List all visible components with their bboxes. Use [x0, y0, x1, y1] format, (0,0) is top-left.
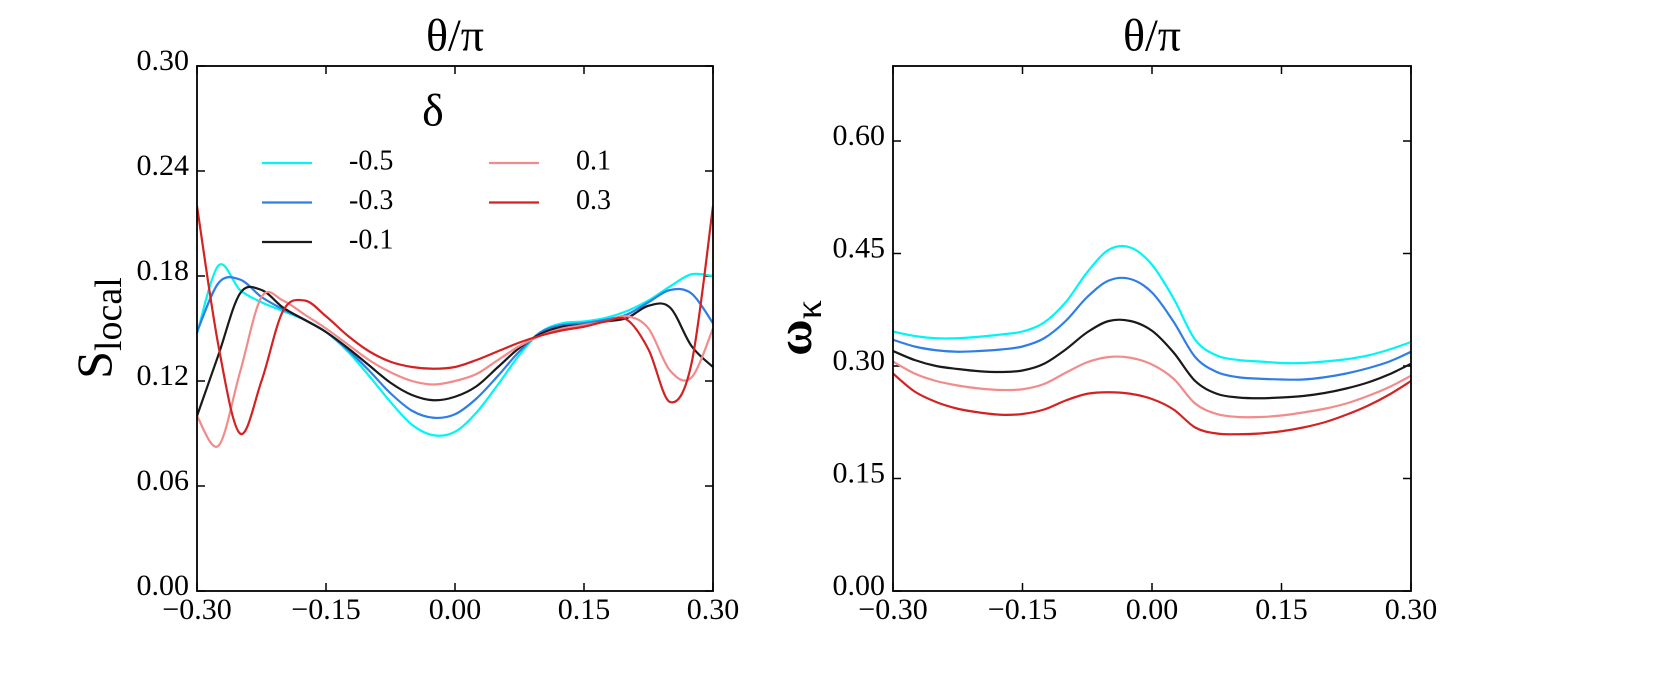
- series-line: [893, 276, 1411, 381]
- y-tick-label: 0.45: [833, 231, 886, 264]
- x-tick-label: 0.30: [1385, 593, 1438, 626]
- legend-label: -0.5: [349, 145, 393, 176]
- series-line: [893, 355, 1411, 419]
- y-tick-label: 0.00: [137, 569, 190, 602]
- y-tick-label: 0.00: [833, 569, 886, 602]
- series-line: [893, 372, 1411, 436]
- legend-label: -0.1: [349, 224, 393, 255]
- series-line: [197, 285, 713, 417]
- y-tick-label: 0.24: [137, 149, 190, 182]
- y-label-main: S: [66, 351, 122, 379]
- series-line: [197, 263, 713, 437]
- x-tick-label: 0.30: [687, 593, 740, 626]
- series-line: [197, 290, 713, 448]
- x-tick-label: 0.15: [1255, 593, 1308, 626]
- series-line: [893, 244, 1411, 365]
- x-tick-label: −0.30: [858, 593, 927, 626]
- legend-label: -0.3: [349, 185, 393, 216]
- y-axis-label: ωκ: [766, 300, 829, 356]
- series-line: [197, 205, 713, 436]
- x-tick-label: 0.15: [558, 593, 611, 626]
- plot-frame: [196, 65, 714, 592]
- subplot: θ/π Slocal −0.30 −0.15 0.00 0.15 0.30 0.00 0.06 0…: [66, 10, 739, 626]
- x-tick-label: −0.30: [162, 593, 231, 626]
- y-tick-label: 0.18: [137, 254, 190, 287]
- x-tick-label: 0.00: [429, 593, 482, 626]
- legend-title: δ: [422, 85, 444, 136]
- chart-title: θ/π: [426, 10, 484, 61]
- series-line: [893, 318, 1411, 400]
- y-tick-label: 0.30: [833, 344, 886, 377]
- y-tick-label: 0.60: [833, 119, 886, 152]
- y-tick-label: 0.06: [137, 464, 190, 497]
- x-tick-label: −0.15: [291, 593, 360, 626]
- y-axis-label: Slocal: [66, 277, 129, 379]
- y-label-sub: local: [88, 277, 130, 351]
- legend-label: 0.3: [576, 185, 611, 216]
- y-tick-label: 0.30: [137, 44, 190, 77]
- y-tick-label: 0.12: [137, 359, 190, 392]
- plot-frame: [892, 65, 1412, 592]
- x-tick-label: −0.15: [988, 593, 1057, 626]
- legend-label: 0.1: [576, 145, 611, 176]
- subplot: θ/π ωκ −0.30 −0.15 0.00 0.15 0.30 0.00 0.15 0.30 0…: [766, 10, 1437, 626]
- y-label-sub: κ: [788, 300, 830, 319]
- chart-title: θ/π: [1123, 10, 1181, 61]
- x-tick-label: 0.00: [1126, 593, 1179, 626]
- y-tick-label: 0.15: [833, 456, 886, 489]
- y-label-main: ω: [766, 319, 822, 356]
